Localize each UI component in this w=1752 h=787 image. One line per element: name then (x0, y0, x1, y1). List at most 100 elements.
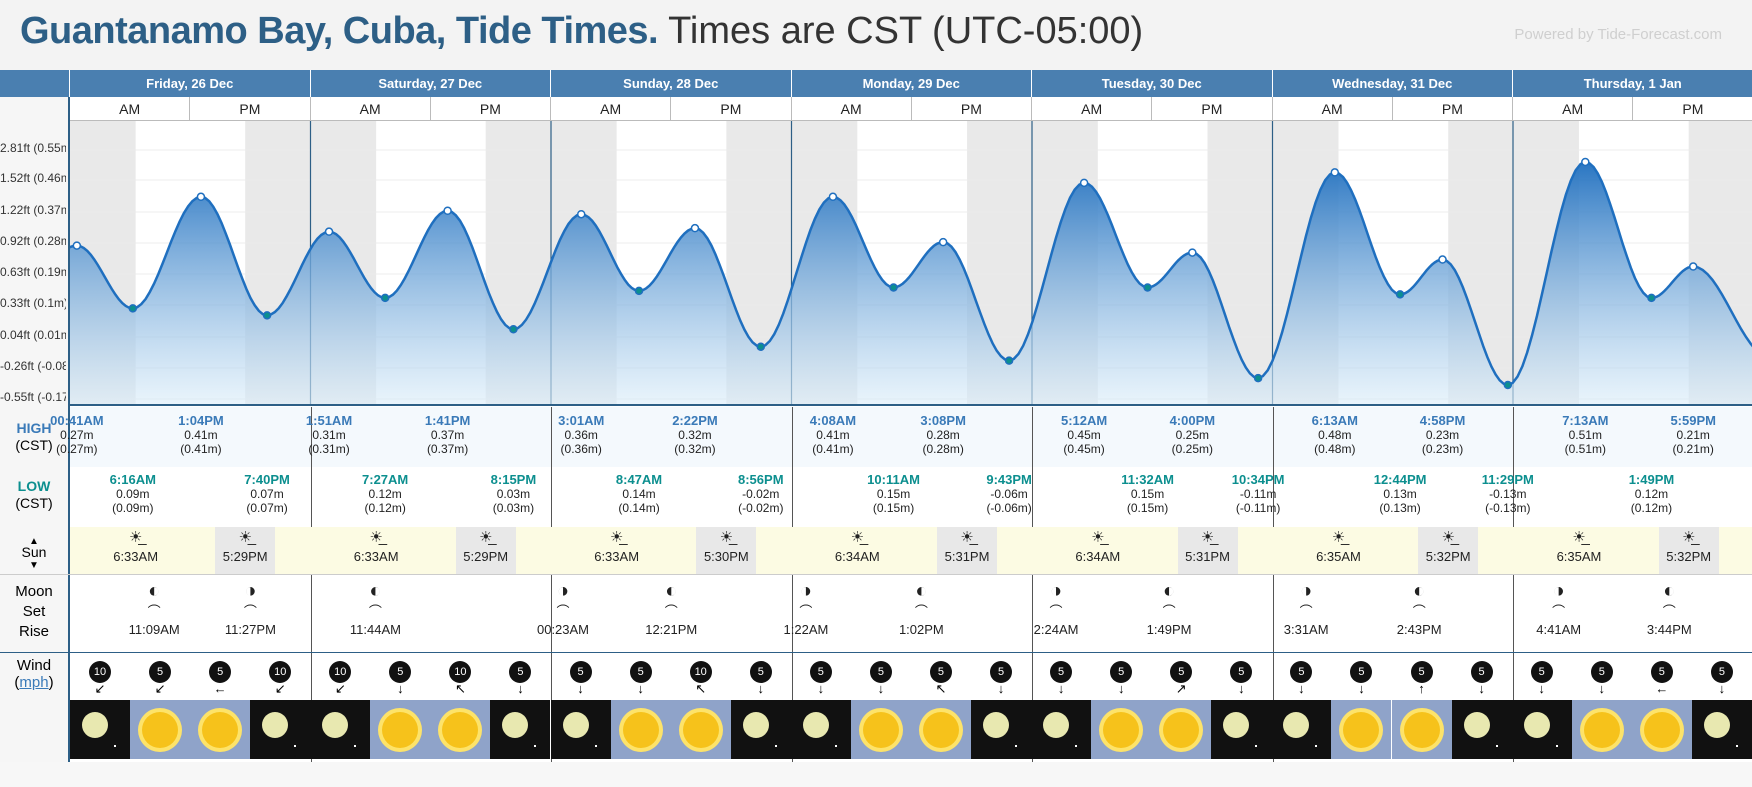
wind-badge: 10 ↖ (687, 661, 715, 695)
row-divider (1032, 407, 1033, 762)
tide-chart (70, 121, 1752, 406)
header: Guantanamo Bay, Cuba, Tide Times. Times a… (0, 0, 1752, 70)
wind-badge: 5 ↓ (386, 661, 414, 695)
low-tide-cell: 6:16AM 0.09m (0.09m) (109, 472, 156, 516)
sun-day-icon (1391, 700, 1452, 759)
moon-night-icon (790, 700, 851, 759)
high-tide-point (1330, 168, 1340, 177)
sun-day-icon (1091, 700, 1152, 759)
ampm-label: AM (551, 97, 672, 121)
low-tide-cell: 10:11AM 0.15m (0.15m) (867, 472, 920, 516)
ampm-label: AM (1272, 97, 1393, 121)
day-header: Friday, 26 Dec (70, 70, 311, 97)
sunset-cell: ☀︎̲ 5:32PM (1666, 529, 1712, 564)
high-tide-point (938, 237, 948, 247)
sunset-shade (696, 527, 757, 574)
ampm-label: AM (310, 97, 431, 121)
wind-badge: 10 ↙ (266, 661, 294, 695)
sunset-cell: ☀︎̲ 5:32PM (1425, 529, 1471, 564)
row-divider (551, 407, 552, 762)
high-tide-point (1079, 178, 1089, 188)
sun-day-icon (430, 700, 491, 759)
moon-night-icon (550, 700, 611, 759)
wind-badge: 5 ↓ (1347, 661, 1375, 695)
ampm-label: AM (70, 97, 191, 121)
high-tide-point (1581, 157, 1590, 167)
high-tide-cell: 1:41PM 0.37m (0.37m) (424, 413, 471, 457)
sun-day-icon (370, 700, 431, 759)
moon-row-border (0, 652, 1752, 653)
moon-night-icon (250, 700, 311, 759)
sunrise-cell: ☀︎̲ 6:34AM (1075, 529, 1121, 564)
wind-badge: 5 ← (1648, 661, 1676, 695)
wind-badge: 10 ↙ (326, 661, 354, 695)
moon-cell: ◐ ⌒ 11:44AM (349, 580, 401, 637)
y-axis-label: 2.81ft (0.55m) (0, 141, 66, 155)
wind-badge: 5 ↓ (807, 661, 835, 695)
sunrise-cell: ☀︎̲ 6:34AM (834, 529, 880, 564)
ampm-label: AM (791, 97, 912, 121)
wind-badge: 5 ↓ (1708, 661, 1736, 695)
row-divider (1513, 407, 1514, 762)
y-axis-label: 0.33ft (0.1m) (0, 296, 66, 310)
moon-cell: ◑ ⌒ 4:41AM (1536, 580, 1582, 637)
sun-day-icon (190, 700, 251, 759)
high-tide-cell: 2:22PM 0.32m (0.32m) (672, 413, 718, 457)
day-header: Wednesday, 31 Dec (1272, 70, 1513, 97)
y-axis-label: -0.55ft (-0.17m) (0, 390, 66, 404)
sunset-shade (937, 527, 998, 574)
moon-night-icon (1691, 700, 1752, 759)
high-tide-point (576, 209, 586, 219)
high-tide-point (443, 206, 452, 215)
moon-cell: ◐ ⌒ 12:21PM (645, 580, 698, 637)
low-tide-point (1647, 293, 1656, 303)
row-divider (791, 407, 793, 762)
wind-badge: 5 ↓ (1107, 661, 1135, 695)
sun-row (70, 527, 1752, 574)
moon-night-icon (70, 700, 130, 759)
low-tide-cell: 1:49PM 0.12m (0.12m) (1628, 472, 1675, 516)
moon-night-icon (1511, 700, 1572, 759)
low-tide-point (756, 342, 766, 351)
moon-cell: ◐ ⌒ 3:44PM (1646, 580, 1692, 637)
low-tide-cell: 11:32AM 0.15m (0.15m) (1121, 472, 1174, 516)
moon-night-icon (971, 700, 1032, 759)
y-axis-label: 0.63ft (0.19m) (0, 265, 66, 279)
high-tide-point (690, 223, 700, 233)
moon-cell: ◑ ⌒ 3:31AM (1283, 580, 1329, 637)
low-tide-cell: 10:34PM -0.11m (-0.11m) (1231, 472, 1285, 516)
low-tide-point (1395, 290, 1405, 299)
low-tide-cell: 12:44PM 0.13m (0.13m) (1373, 472, 1427, 516)
high-tide-cell: 1:51AM 0.31m (0.31m) (305, 413, 353, 457)
sun-day-icon (850, 700, 911, 759)
low-tide-cell: 7:40PM 0.07m (0.07m) (244, 472, 290, 516)
sunset-shade (1658, 527, 1719, 574)
sunset-shade (455, 527, 516, 574)
low-tide-cell: 11:29PM -0.13m (-0.13m) (1481, 472, 1534, 516)
sun-day-icon (130, 700, 191, 759)
footer-bar (0, 762, 1752, 787)
low-tide-cell: 8:56PM -0.02m (-0.02m) (738, 472, 784, 516)
wind-badge: 5 ↓ (1227, 661, 1255, 695)
wind-badge: 5 ↖ (927, 661, 955, 695)
day-header: Tuesday, 30 Dec (1032, 70, 1273, 97)
high-tide-cell: 4:00PM 0.25m (0.25m) (1169, 413, 1216, 457)
high-tide-cell: 00:41AM 0.27m (0.27m) (50, 413, 104, 457)
sun-day-icon (1571, 700, 1632, 759)
moon-night-icon (730, 700, 791, 759)
y-axis-label: 1.22ft (0.37m) (0, 203, 66, 217)
day-header-stub (0, 70, 70, 97)
y-axis-label: 0.92ft (0.28m) (0, 234, 66, 248)
sun-day-icon (610, 700, 671, 759)
left-column (0, 97, 70, 762)
moon-night-icon (1451, 700, 1512, 759)
row-divider (310, 407, 312, 762)
high-tide-cell: 4:08AM 0.41m (0.41m) (809, 413, 857, 457)
wind-badge: 5 ↓ (1528, 661, 1556, 695)
y-axis-label: 0.04ft (0.01m) (0, 328, 66, 342)
low-tide-cell: 9:43PM -0.06m (-0.06m) (986, 472, 1032, 516)
sunrise-cell: ☀︎̲ 6:33AM (594, 529, 640, 564)
day-header: Sunday, 28 Dec (551, 70, 792, 97)
wind-badge: 5 ↓ (1468, 661, 1496, 695)
ampm-label: PM (430, 97, 551, 121)
